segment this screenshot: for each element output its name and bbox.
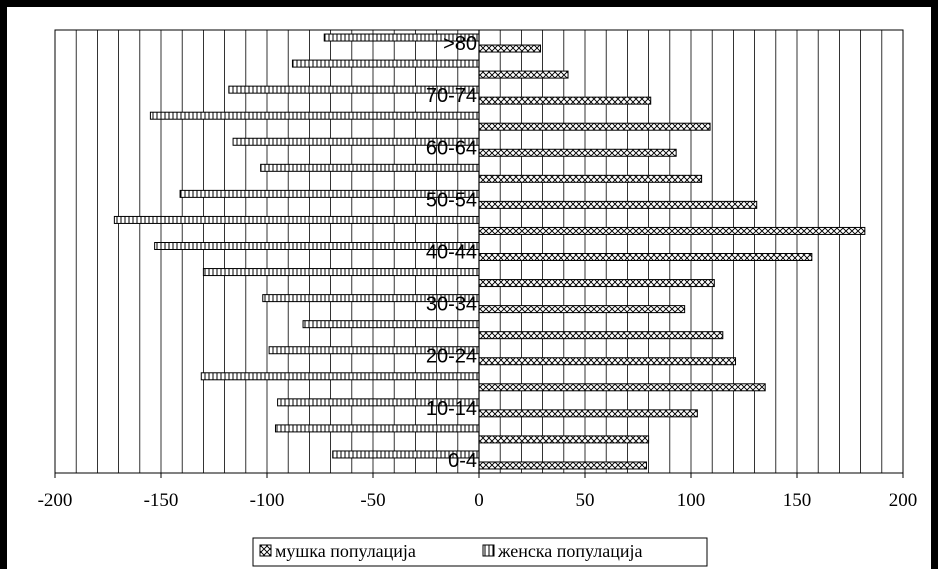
legend: мушка популација женска популација <box>252 537 708 567</box>
bar-female-25-29 <box>302 320 480 329</box>
bar-female-75-79 <box>291 59 480 68</box>
bar-male-65-69 <box>478 122 711 131</box>
x-tick-label: 50 <box>576 490 595 511</box>
x-tick-label: -100 <box>250 490 285 511</box>
bars-group <box>113 33 866 470</box>
x-tick-label: 200 <box>889 490 918 511</box>
category-label: 60-64 <box>426 137 477 159</box>
bar-male-25-29 <box>478 331 724 340</box>
bar-female-65-69 <box>149 111 480 120</box>
bar-female-15-19 <box>200 372 480 381</box>
bar-male-70-74 <box>478 96 652 105</box>
category-label: 20-24 <box>426 346 477 368</box>
bar-male-50-54 <box>478 200 758 209</box>
bar-male-75-79 <box>478 70 569 79</box>
bar-male-60-64 <box>478 148 677 157</box>
bar-male-10-14 <box>478 409 698 418</box>
x-tick-label: 100 <box>677 490 706 511</box>
bar-male-15-19 <box>478 383 766 392</box>
x-tick-label: 150 <box>783 490 812 511</box>
category-label: 0-4 <box>448 450 477 472</box>
bar-female-55-59 <box>260 163 480 172</box>
bar-female-35-39 <box>202 268 480 277</box>
category-label: 30-34 <box>426 294 477 316</box>
bar-female-45-49 <box>113 215 480 224</box>
bar-male-20-24 <box>478 357 737 366</box>
bar-male-0-4 <box>478 461 647 470</box>
bar-male-35-39 <box>478 279 715 288</box>
legend-swatch-male <box>259 544 272 557</box>
category-label: 70-74 <box>426 85 477 107</box>
frame-right-border <box>931 0 938 569</box>
bar-male-40-44 <box>478 253 813 261</box>
bar-male-45-49 <box>478 226 866 235</box>
legend-box <box>252 537 708 567</box>
bar-female-5-9 <box>274 424 480 433</box>
legend-label-female: женска популација <box>497 541 642 561</box>
frame-left-border <box>0 0 7 569</box>
category-label: >80 <box>443 33 477 55</box>
x-axis-ticks: -200 -150 -100 -50 0 50 100 150 200 <box>38 473 918 511</box>
x-tick-label: -150 <box>144 490 179 511</box>
bar-male-over-80 <box>478 44 541 53</box>
bar-male-55-59 <box>478 174 703 183</box>
category-label: 10-14 <box>426 398 477 420</box>
category-label: 50-54 <box>426 189 477 211</box>
category-labels: 0-4 10-14 20-24 30-34 40-44 50-54 60-64 70-74 >8… <box>426 33 477 472</box>
legend-label-male: мушка популација <box>275 541 416 561</box>
x-tick-label: -50 <box>360 490 385 511</box>
bar-male-5-9 <box>478 435 650 444</box>
frame-top-border <box>0 0 938 7</box>
category-label: 40-44 <box>426 242 477 264</box>
bar-male-30-34 <box>478 305 686 314</box>
x-tick-label: -200 <box>38 490 73 511</box>
x-tick-label: 0 <box>474 490 484 511</box>
legend-swatch-female <box>482 544 495 557</box>
